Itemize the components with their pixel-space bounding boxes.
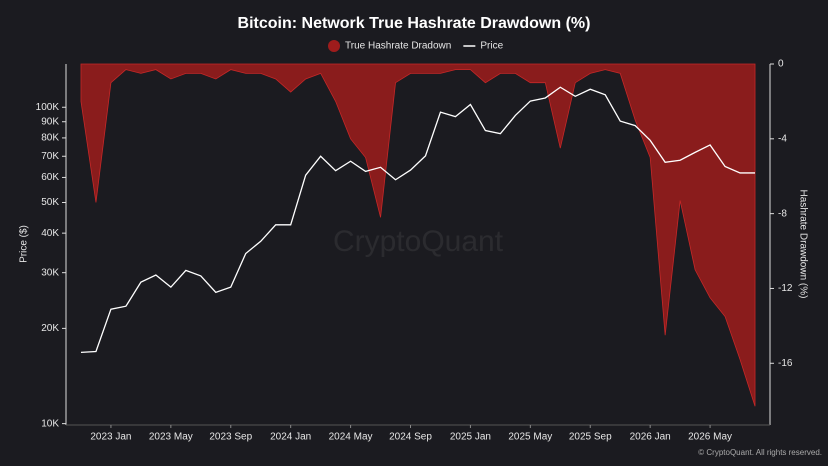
- x-tick-label: 2024 Sep: [389, 432, 432, 443]
- y2-tick-label: -12: [778, 283, 793, 294]
- y-tick-label: 70K: [41, 151, 59, 162]
- y-tick-label: 50K: [41, 197, 59, 208]
- x-tick-label: 2025 May: [508, 432, 552, 443]
- x-tick-label: 2024 May: [329, 432, 373, 443]
- y-tick-label: 60K: [41, 172, 59, 183]
- x-tick-label: 2026 Jan: [630, 432, 671, 443]
- y2-tick-label: -16: [778, 358, 793, 369]
- y-tick-label: 100K: [36, 102, 60, 113]
- x-tick-label: 2024 Jan: [270, 432, 311, 443]
- footer: © CryptoQuant. All rights reserved.: [698, 448, 822, 457]
- y-tick-label: 20K: [41, 323, 59, 334]
- legend-label: True Hashrate Dradown: [345, 41, 451, 52]
- legend: True Hashrate Dradown Price: [328, 40, 504, 52]
- y2-tick-label: -8: [778, 208, 787, 219]
- chart-title: Bitcoin: Network True Hashrate Drawdown …: [238, 15, 591, 32]
- y2-tick-label: 0: [778, 59, 784, 70]
- drawdown-area: [80, 63, 756, 407]
- y-tick-label: 90K: [41, 116, 59, 127]
- y-tick-label: 80K: [41, 133, 59, 144]
- legend-label: Price: [480, 41, 503, 52]
- price-line: [80, 86, 756, 353]
- y2-axis-label: Hashrate Drawdown (%): [797, 190, 808, 299]
- x-tick-label: 2025 Jan: [450, 432, 491, 443]
- y-tick-label: 40K: [41, 228, 59, 239]
- x-tick-label: 2023 Jan: [90, 432, 131, 443]
- y-tick-label: 30K: [41, 267, 59, 278]
- watermark: CryptoQuant: [333, 225, 504, 258]
- y2-tick-label: -4: [778, 133, 787, 144]
- x-tick-label: 2025 Sep: [569, 432, 612, 443]
- y-tick-label: 10K: [41, 418, 59, 429]
- x-tick-label: 2026 May: [688, 432, 732, 443]
- x-tick-label: 2023 Sep: [209, 432, 252, 443]
- y-axis-label: Price ($): [19, 225, 30, 263]
- legend-swatch: [328, 40, 340, 52]
- x-tick-label: 2023 May: [149, 432, 193, 443]
